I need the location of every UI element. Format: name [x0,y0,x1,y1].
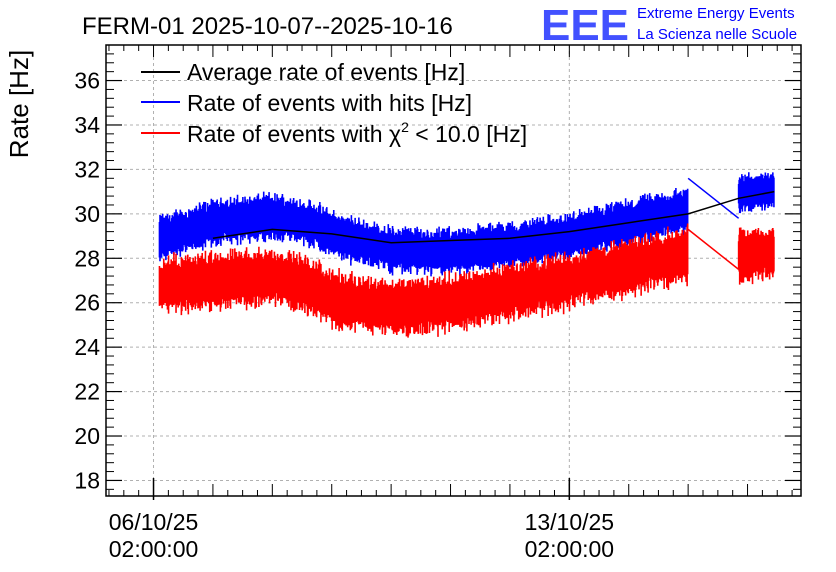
x-tick-label-time: 02:00:00 [525,536,615,562]
y-tick-label: 30 [74,201,100,227]
x-tick-label-time: 02:00:00 [109,536,199,562]
chi2-band [158,223,689,338]
y-tick-label: 20 [74,423,100,449]
plot-frame [105,44,802,497]
y-tick-label: 24 [74,334,100,360]
legend-chi2-suffix: < 10.0 [Hz] [409,121,527,147]
y-tick-label: 28 [74,245,100,271]
hits-gap-connector [687,177,740,219]
legend-chi2-superscript: 2 [401,119,409,135]
legend-label-hits: Rate of events with hits [Hz] [187,90,472,116]
legend: Average rate of events [Hz] Rate of even… [141,59,527,147]
legend-chi2-prefix: Rate of events with [187,121,389,147]
series-layer [158,172,775,338]
eee-logo: EEE Extreme Energy Events La Scienza nel… [541,1,797,50]
x-tick-label-date: 13/10/25 [525,509,615,535]
logo-line-2: La Scienza nelle Scuole [637,26,797,43]
average-rate-line [212,190,775,244]
logo-letters: EEE [541,1,629,50]
x-tick-label-date: 06/10/25 [109,509,199,535]
y-tick-label: 22 [74,379,100,405]
y-axis: 18 20 22 24 26 28 30 32 34 36 [74,44,801,493]
chart-title: FERM-01 2025-10-07--2025-10-16 [82,13,453,40]
y-axis-label: Rate [Hz] [4,50,34,158]
logo-line-1: Extreme Energy Events [637,5,795,22]
y-tick-label: 36 [74,68,100,94]
y-tick-label: 34 [74,112,100,138]
chi2-series [158,223,775,338]
chi2-gap-connector [687,228,740,270]
chi2-band [737,227,775,285]
legend-chi2-symbol: χ [389,121,401,147]
y-tick-label: 26 [74,290,100,316]
legend-label-chi2: Rate of events with χ2 < 10.0 [Hz] [187,119,527,147]
y-tick-label: 18 [74,467,100,493]
y-tick-label: 32 [74,156,100,182]
legend-label-average: Average rate of events [Hz] [187,59,465,85]
